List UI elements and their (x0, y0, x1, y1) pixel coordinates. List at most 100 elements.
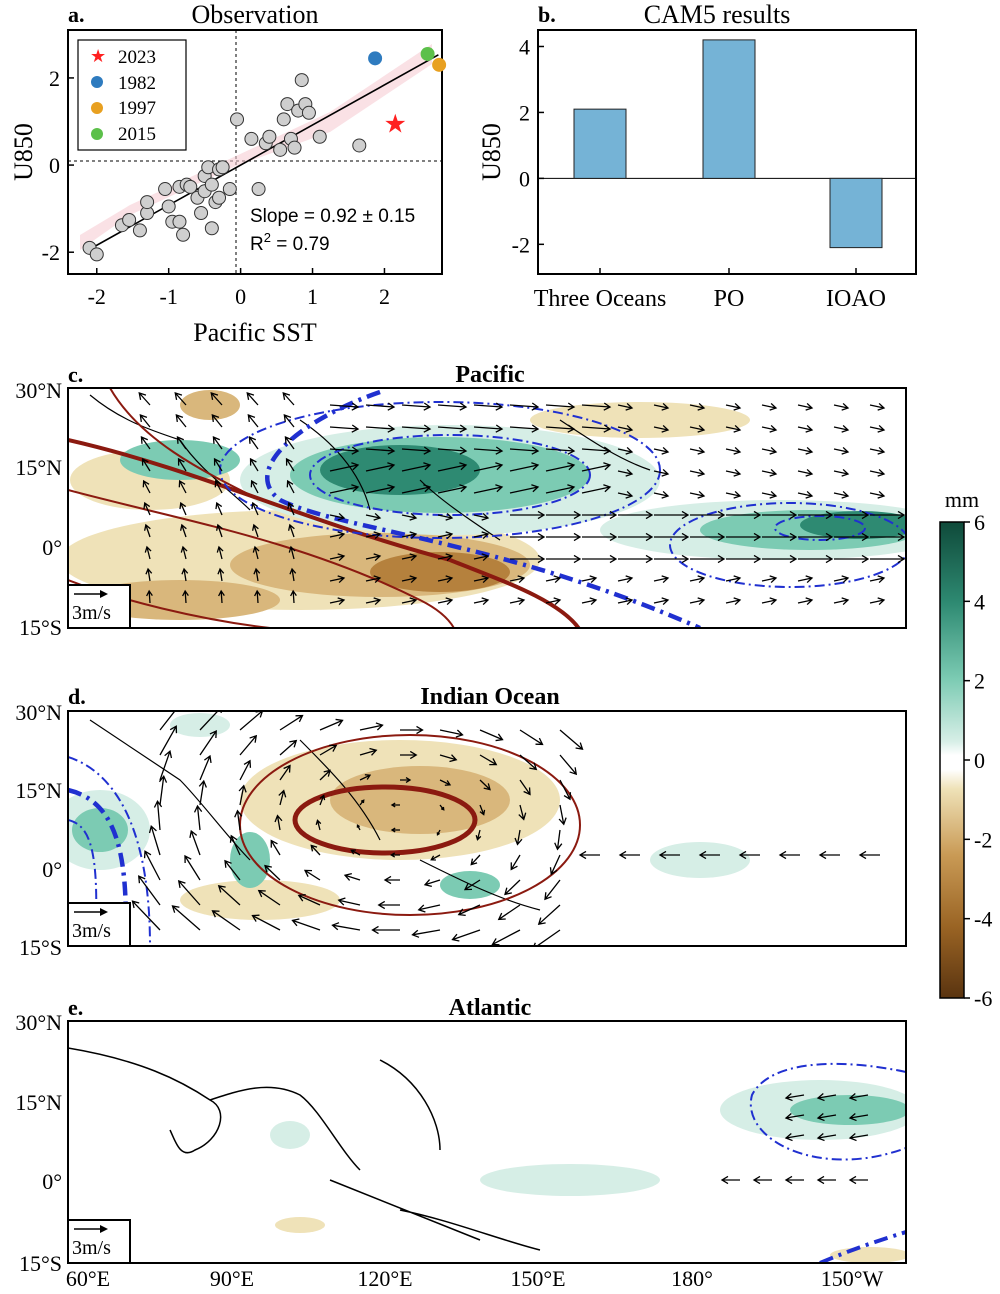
wind-vector-arrow (193, 804, 203, 831)
reference-vector: 3m/s (67, 902, 131, 947)
lon-label: 150°W (821, 1266, 884, 1289)
wind-vector-arrow (198, 779, 207, 806)
wind-vector-arrow (251, 523, 259, 538)
scatter-point (244, 131, 259, 146)
wind-vector-arrow (762, 532, 798, 542)
u850-contour-negative (774, 515, 866, 541)
panel-a-x-ticks: -2 -1 0 1 2 (88, 268, 390, 309)
wind-vector-arrow (473, 402, 504, 411)
wind-vector-arrow (270, 839, 281, 856)
precip-anomaly-positive (270, 1121, 310, 1149)
wind-vector-arrow (497, 904, 521, 921)
wind-vector-arrow (437, 597, 454, 606)
colorbar-tick-label: -4 (974, 907, 992, 932)
lat-label: 30°N (15, 1010, 62, 1035)
scatter-point (301, 105, 316, 120)
colorbar-scale (939, 521, 965, 999)
wind-vector-arrow (778, 850, 800, 860)
wind-vector-arrow (617, 575, 634, 584)
wind-vector-arrow (690, 510, 726, 520)
wind-vector-arrow (816, 1092, 837, 1102)
panel-e: e. Atlantic 3m/s 30°N 15°N 0° 15°S 60°E … (15, 995, 907, 1291)
regression-confidence-band (80, 44, 432, 250)
wind-vector-arrow (582, 554, 618, 564)
precip-anomaly-positive (480, 1164, 660, 1196)
wind-vector-arrow (479, 754, 498, 766)
wind-vector-arrow (143, 523, 151, 538)
wind-vector-arrow (389, 852, 400, 858)
wind-vector-arrow (248, 435, 259, 450)
wind-vector-arrow (400, 725, 424, 735)
wind-vector-arrow (217, 567, 225, 582)
panel-d-map-field (68, 711, 906, 946)
wind-vector-arrow (252, 545, 260, 560)
legend-dot-icon (91, 128, 103, 140)
precip-anomaly-negative (275, 1217, 325, 1233)
wind-vector-arrow (470, 854, 481, 866)
wind-vector-arrow (371, 925, 400, 935)
scatter-point (204, 177, 219, 192)
wind-vector-arrow (437, 424, 468, 433)
wind-vector-arrow (581, 402, 612, 411)
wind-vector-arrow (329, 531, 346, 540)
wind-vector-arrow (519, 754, 538, 771)
wind-vector-arrow (153, 799, 163, 831)
wind-vector-arrow (439, 729, 464, 738)
colorbar: mm 6 4 2 0 -2 -4 -6 (939, 487, 992, 1011)
wind-vector-arrow (544, 879, 561, 901)
wind-vector-arrow (537, 904, 561, 926)
scatter-point (172, 214, 187, 229)
wind-vector-arrow (473, 553, 490, 562)
wind-vector-arrow (726, 554, 762, 564)
wind-vector-arrow (417, 904, 441, 913)
x-tick-label: 2 (379, 284, 390, 309)
wind-vector-arrow (181, 567, 189, 582)
wind-vector-arrow (510, 554, 546, 564)
wind-vector-arrow (179, 523, 187, 538)
wind-vector-arrow (509, 484, 540, 494)
wind-vector-arrow (329, 597, 346, 606)
wind-vector-arrow (401, 531, 418, 540)
wind-vector-arrow (401, 512, 418, 521)
precip-anomaly-negative (370, 552, 510, 592)
wind-vector-arrow (249, 457, 259, 472)
wind-vectors (720, 1092, 869, 1185)
wind-vector-arrow (617, 446, 634, 455)
wind-vector-arrow (211, 910, 241, 931)
precip-anomaly-positive (650, 842, 750, 878)
wind-vector-arrow (158, 774, 168, 806)
wind-vector-arrow (284, 435, 295, 450)
wind-vector-arrow (578, 850, 600, 860)
precip-anomaly-negative (830, 1247, 906, 1263)
panel-a-ylabel: U850 (9, 123, 38, 181)
wind-vector-arrow (217, 884, 241, 906)
wind-vector-arrow (761, 597, 778, 606)
wind-vector-arrow (762, 510, 798, 520)
wind-vector-arrow (818, 850, 840, 860)
wind-vector-arrow (365, 424, 396, 433)
u850-contour-negative (309, 434, 591, 516)
panel-e-title: Atlantic (449, 995, 532, 1021)
lat-label: 30°N (15, 378, 62, 403)
colorbar-tick-label: 0 (974, 748, 985, 773)
wind-vector-arrow (159, 750, 173, 781)
wind-vector-arrow (618, 532, 654, 542)
highlight-points: ★ (368, 46, 447, 139)
wind-vector-arrow (365, 446, 396, 455)
panel-c-frame (67, 387, 907, 629)
wind-vector-arrow (761, 424, 778, 433)
wind-vector-arrow (297, 893, 321, 906)
lat-label: 15°S (19, 1251, 62, 1276)
precip-anomaly-positive (72, 808, 128, 852)
wind-vector-arrow (199, 754, 212, 781)
wind-vector-arrow (365, 484, 396, 494)
wind-vector-arrow (504, 879, 521, 896)
wind-vector-arrow (140, 435, 151, 450)
panel-b-x-ticks: Three Oceans PO IOAO (534, 268, 886, 312)
wind-vector-arrow (816, 1175, 836, 1185)
wind-vector-arrow (848, 1092, 869, 1102)
wind-vector-arrow (519, 779, 531, 796)
wind-vector-arrow (287, 501, 295, 516)
wind-vector-arrow (401, 462, 432, 472)
scatter-point (204, 221, 219, 236)
